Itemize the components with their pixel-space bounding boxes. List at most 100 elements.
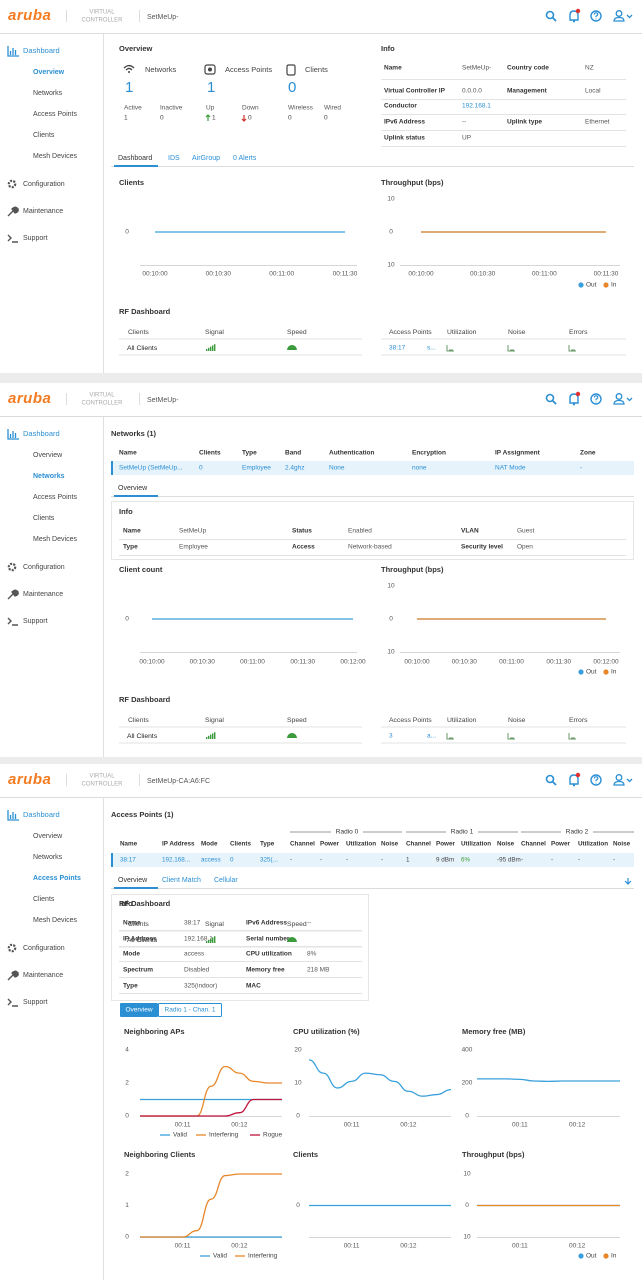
tab[interactable]: Cellular <box>214 877 238 884</box>
y-tick-label: 10 <box>387 583 395 590</box>
chart-title: Clients <box>119 178 144 187</box>
nav-dashboard[interactable]: Dashboard <box>23 429 60 438</box>
tab[interactable]: Overview <box>118 877 148 884</box>
table-cell: 9 dBm <box>436 857 454 864</box>
nav-item[interactable]: Clients <box>33 896 55 903</box>
tab[interactable]: Dashboard <box>118 155 152 162</box>
button-label[interactable]: Radio 1 - Chan. 1 <box>165 1007 216 1014</box>
active-tab-indicator <box>114 495 158 497</box>
logo: aruba <box>8 7 51 24</box>
tab[interactable]: AirGroup <box>192 155 220 162</box>
legend-label: Interfering <box>248 1253 278 1260</box>
tile-value[interactable]: 1 <box>207 79 215 96</box>
configuration-icon <box>7 179 17 189</box>
nav-section[interactable]: Support <box>23 235 48 242</box>
info-label: Uplink type <box>507 119 542 126</box>
nav-item[interactable]: Clients <box>33 515 55 522</box>
nav-dashboard[interactable]: Dashboard <box>23 810 60 819</box>
nav-item[interactable]: Overview <box>33 69 65 76</box>
nav-item[interactable]: Mesh Devices <box>33 153 77 160</box>
notifications-icon[interactable] <box>569 774 579 787</box>
ap-link[interactable]: a... <box>427 733 436 740</box>
column-header: Signal <box>205 329 224 336</box>
tile-value[interactable]: 1 <box>125 79 133 96</box>
nav-section[interactable]: Maintenance <box>23 208 63 215</box>
notifications-icon[interactable] <box>569 393 579 406</box>
y-tick-label: 200 <box>462 1080 473 1087</box>
legend-label: In <box>611 282 617 289</box>
ap-link[interactable]: 3 <box>389 733 393 740</box>
nav-item[interactable]: Access Points <box>33 494 77 501</box>
nav-item[interactable]: Clients <box>33 132 55 139</box>
nav-item[interactable]: Overview <box>33 452 63 459</box>
column-header: IP Assignment <box>495 450 541 457</box>
notification-badge <box>575 8 581 14</box>
nav-section[interactable]: Maintenance <box>23 591 63 598</box>
search-icon[interactable] <box>545 774 555 784</box>
notifications-icon[interactable] <box>569 10 579 23</box>
nav-item[interactable]: Networks <box>33 854 63 861</box>
ap-link[interactable]: 38:17 <box>389 345 406 352</box>
help-icon[interactable] <box>590 10 602 22</box>
nav-item[interactable]: Overview <box>33 833 63 840</box>
search-icon[interactable] <box>545 393 555 403</box>
nav-item[interactable]: Mesh Devices <box>33 917 77 924</box>
column-header: Band <box>285 450 301 457</box>
table-cell[interactable]: 38:17 <box>120 857 136 864</box>
column-header: Signal <box>205 921 224 928</box>
scroll-down-icon[interactable] <box>624 878 632 885</box>
tile-value[interactable]: 0 <box>288 79 296 96</box>
nav-item[interactable]: Networks <box>33 90 63 97</box>
active-tab-indicator <box>114 887 158 889</box>
ap-link[interactable]: s... <box>427 345 436 352</box>
overview-button[interactable] <box>120 1003 158 1017</box>
user-icon[interactable] <box>615 10 623 17</box>
search-icon[interactable] <box>545 10 555 20</box>
help-icon[interactable] <box>590 774 602 786</box>
user-icon[interactable] <box>615 393 623 400</box>
user-menu-chevron[interactable] <box>626 14 633 19</box>
user-menu-chevron[interactable] <box>626 778 633 783</box>
active-tab-indicator <box>114 165 158 167</box>
stat-value: 0 <box>160 115 164 122</box>
signal-icon <box>212 733 214 739</box>
y-tick-label: 400 <box>462 1047 473 1054</box>
nav-section[interactable]: Maintenance <box>23 972 63 979</box>
x-tick-label: 00:11:30 <box>290 659 315 666</box>
divider <box>551 16 557 22</box>
nav-section[interactable]: Configuration <box>23 181 65 188</box>
nav-item[interactable]: Access Points <box>33 875 81 882</box>
help-icon[interactable] <box>590 393 602 405</box>
nav-item[interactable]: Networks <box>33 473 65 480</box>
user-icon[interactable] <box>615 774 623 781</box>
signal-icon <box>210 938 212 943</box>
table-cell: none <box>412 465 427 472</box>
maintenance-icon <box>7 970 19 981</box>
maintenance-icon <box>7 206 19 217</box>
tab[interactable]: Overview <box>118 485 148 492</box>
nav-dashboard[interactable]: Dashboard <box>23 46 60 55</box>
nav-item[interactable]: Mesh Devices <box>33 536 77 543</box>
help-glyph <box>593 12 599 20</box>
signal-icon <box>206 737 208 739</box>
x-tick-label: 00:12 <box>231 1243 248 1250</box>
product-name: CONTROLLER <box>81 782 123 788</box>
radio-button[interactable] <box>158 1003 222 1017</box>
nav-section[interactable]: Configuration <box>23 564 65 571</box>
info-value: 8% <box>307 951 317 958</box>
legend-label: Out <box>586 669 597 676</box>
chart-title: CPU utilization (%) <box>293 1027 360 1036</box>
nav-section[interactable]: Support <box>23 999 48 1006</box>
x-tick-label: 00:12 <box>400 1122 417 1129</box>
nav-section[interactable]: Configuration <box>23 945 65 952</box>
table-cell[interactable]: SetMeUp (SetMeUp... <box>119 465 183 472</box>
tab[interactable]: Client Match <box>162 877 201 884</box>
tab[interactable]: 0 Alerts <box>233 155 257 162</box>
tab[interactable]: IDS <box>168 155 180 162</box>
nav-section[interactable]: Support <box>23 618 48 625</box>
button-label[interactable]: Overview <box>125 1007 152 1014</box>
user-menu-chevron[interactable] <box>626 397 633 402</box>
nav-item[interactable]: Access Points <box>33 111 77 118</box>
column-header: Type <box>260 841 275 848</box>
series-line <box>308 1059 452 1097</box>
